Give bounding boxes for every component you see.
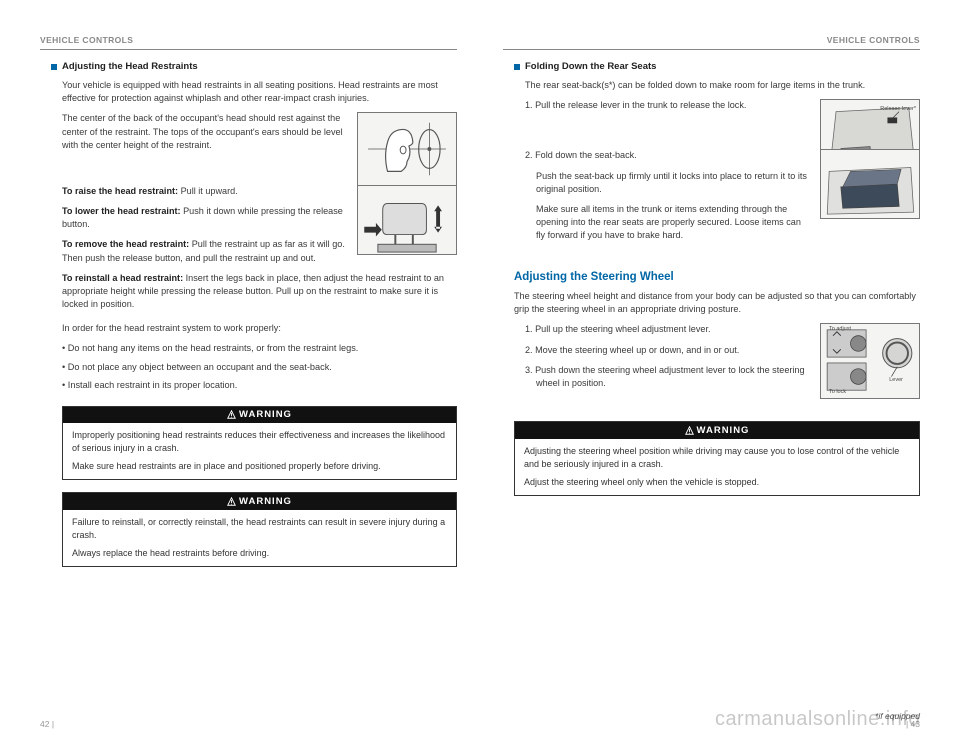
warning-header-2: WARNING [63, 493, 456, 510]
remove-label: To remove the head restraint: [62, 239, 189, 249]
raise-paragraph: To raise the head restraint: Pull it upw… [62, 185, 347, 198]
steering-illustration: To adjust To lock Lever [820, 323, 920, 399]
header-left: VEHICLE CONTROLS [40, 34, 457, 50]
spread: VEHICLE CONTROLS Adjusting the Head Rest… [0, 0, 960, 750]
section-title-text: Adjusting the Head Restraints [62, 60, 198, 74]
bullet-3: Install each restraint in its proper loc… [62, 379, 457, 392]
warning-label-3: WARNING [697, 424, 750, 438]
positioning-paragraph: The center of the back of the occupant's… [62, 112, 347, 152]
intro-paragraph: Your vehicle is equipped with head restr… [62, 79, 457, 105]
left-page: VEHICLE CONTROLS Adjusting the Head Rest… [40, 34, 457, 730]
square-bullet-icon [51, 64, 57, 70]
warning-label-1: WARNING [239, 408, 292, 422]
warn3-p2: Adjust the steering wheel only when the … [524, 476, 910, 489]
spacer [503, 397, 920, 413]
warn2-p1: Failure to reinstall, or correctly reins… [72, 516, 447, 542]
head-profile-block: The center of the back of the occupant's… [40, 112, 457, 159]
warning-triangle-icon [227, 497, 236, 506]
remove-paragraph: To remove the head restraint: Pull the r… [62, 238, 347, 264]
rear-step2b: Make sure all items in the trunk or item… [536, 203, 810, 243]
header-right: VEHICLE CONTROLS [503, 34, 920, 50]
fold-down-illustration [820, 149, 920, 219]
img-label-release-lever-star: Release lever* [880, 106, 916, 114]
warning-body-1: Improperly positioning head restraints r… [63, 423, 456, 479]
rear-step2a: Push the seat-back up firmly until it lo… [536, 170, 810, 196]
warning-triangle-icon [227, 410, 236, 419]
list-intro: In order for the head restraint system t… [62, 322, 457, 335]
lower-label: To lower the head restraint: [62, 206, 181, 216]
steer-step3: 3. Push down the steering wheel adjustme… [525, 364, 810, 390]
rear-step2: 2. Fold down the seat-back. [525, 149, 810, 162]
warning-box-1: WARNING Improperly positioning head rest… [62, 406, 457, 481]
reinstall-paragraph: To reinstall a head restraint: Insert th… [62, 272, 457, 312]
warn1-p2: Make sure head restraints are in place a… [72, 460, 447, 473]
warning-header-1: WARNING [63, 407, 456, 424]
warning-body-2: Failure to reinstall, or correctly reins… [63, 510, 456, 566]
restraint-adjust-illustration [357, 185, 457, 255]
warning-label-2: WARNING [239, 495, 292, 509]
page-number-left: 42 | [40, 718, 54, 730]
warning-body-3: Adjusting the steering wheel position wh… [515, 439, 919, 495]
head-profile-illustration [357, 112, 457, 186]
restraint-adjust-block: To raise the head restraint: Pull it upw… [40, 185, 457, 272]
lower-paragraph: To lower the head restraint: Push it dow… [62, 205, 347, 231]
steering-block: To adjust To lock Lever 1. Pull up the s… [503, 323, 920, 397]
fold-down-block: 2. Fold down the seat-back. Push the sea… [503, 149, 920, 249]
steering-wheel-heading: Adjusting the Steering Wheel [514, 269, 920, 286]
bullet-1: Do not hang any items on the head restra… [62, 342, 457, 355]
steering-intro: The steering wheel height and distance f… [514, 290, 920, 316]
bullet-2: Do not place any object between an occup… [62, 361, 457, 374]
rear-step1: 1. Pull the release lever in the trunk t… [525, 99, 810, 112]
reinstall-label: To reinstall a head restraint: [62, 273, 183, 283]
warn3-p1: Adjusting the steering wheel position wh… [524, 445, 910, 471]
warn1-p1: Improperly positioning head restraints r… [72, 429, 447, 455]
header-left-text: VEHICLE CONTROLS [40, 34, 457, 46]
section-title-text-2: Folding Down the Rear Seats [525, 60, 656, 74]
raise-text: Pull it upward. [178, 186, 238, 196]
section-title-rear-seats: Folding Down the Rear Seats [514, 60, 920, 74]
spacer [503, 249, 920, 257]
steer-step2: 2. Move the steering wheel up or down, a… [525, 344, 810, 357]
section-title-head-restraints: Adjusting the Head Restraints [51, 60, 457, 74]
square-bullet-icon [514, 64, 520, 70]
header-right-text: VEHICLE CONTROLS [503, 34, 920, 46]
release-lever-block: Release lever* Release lever 1. Pull the… [503, 99, 920, 119]
watermark: carmanualsonline.info [715, 705, 920, 734]
warning-box-2: WARNING Failure to reinstall, or correct… [62, 492, 457, 567]
warning-triangle-icon [685, 426, 694, 435]
raise-label: To raise the head restraint: [62, 186, 178, 196]
warning-box-3: WARNING Adjusting the steering wheel pos… [514, 421, 920, 496]
right-page: VEHICLE CONTROLS Folding Down the Rear S… [503, 34, 920, 730]
steer-step1: 1. Pull up the steering wheel adjustment… [525, 323, 810, 336]
img-label-to-lock: To lock [829, 389, 846, 397]
rear-seats-intro: The rear seat-back(s*) can be folded dow… [525, 79, 920, 92]
img-label-lever: Lever [889, 377, 903, 385]
warn2-p2: Always replace the head restraints befor… [72, 547, 447, 560]
warning-header-3: WARNING [515, 422, 919, 439]
img-label-to-adjust: To adjust [829, 326, 851, 334]
